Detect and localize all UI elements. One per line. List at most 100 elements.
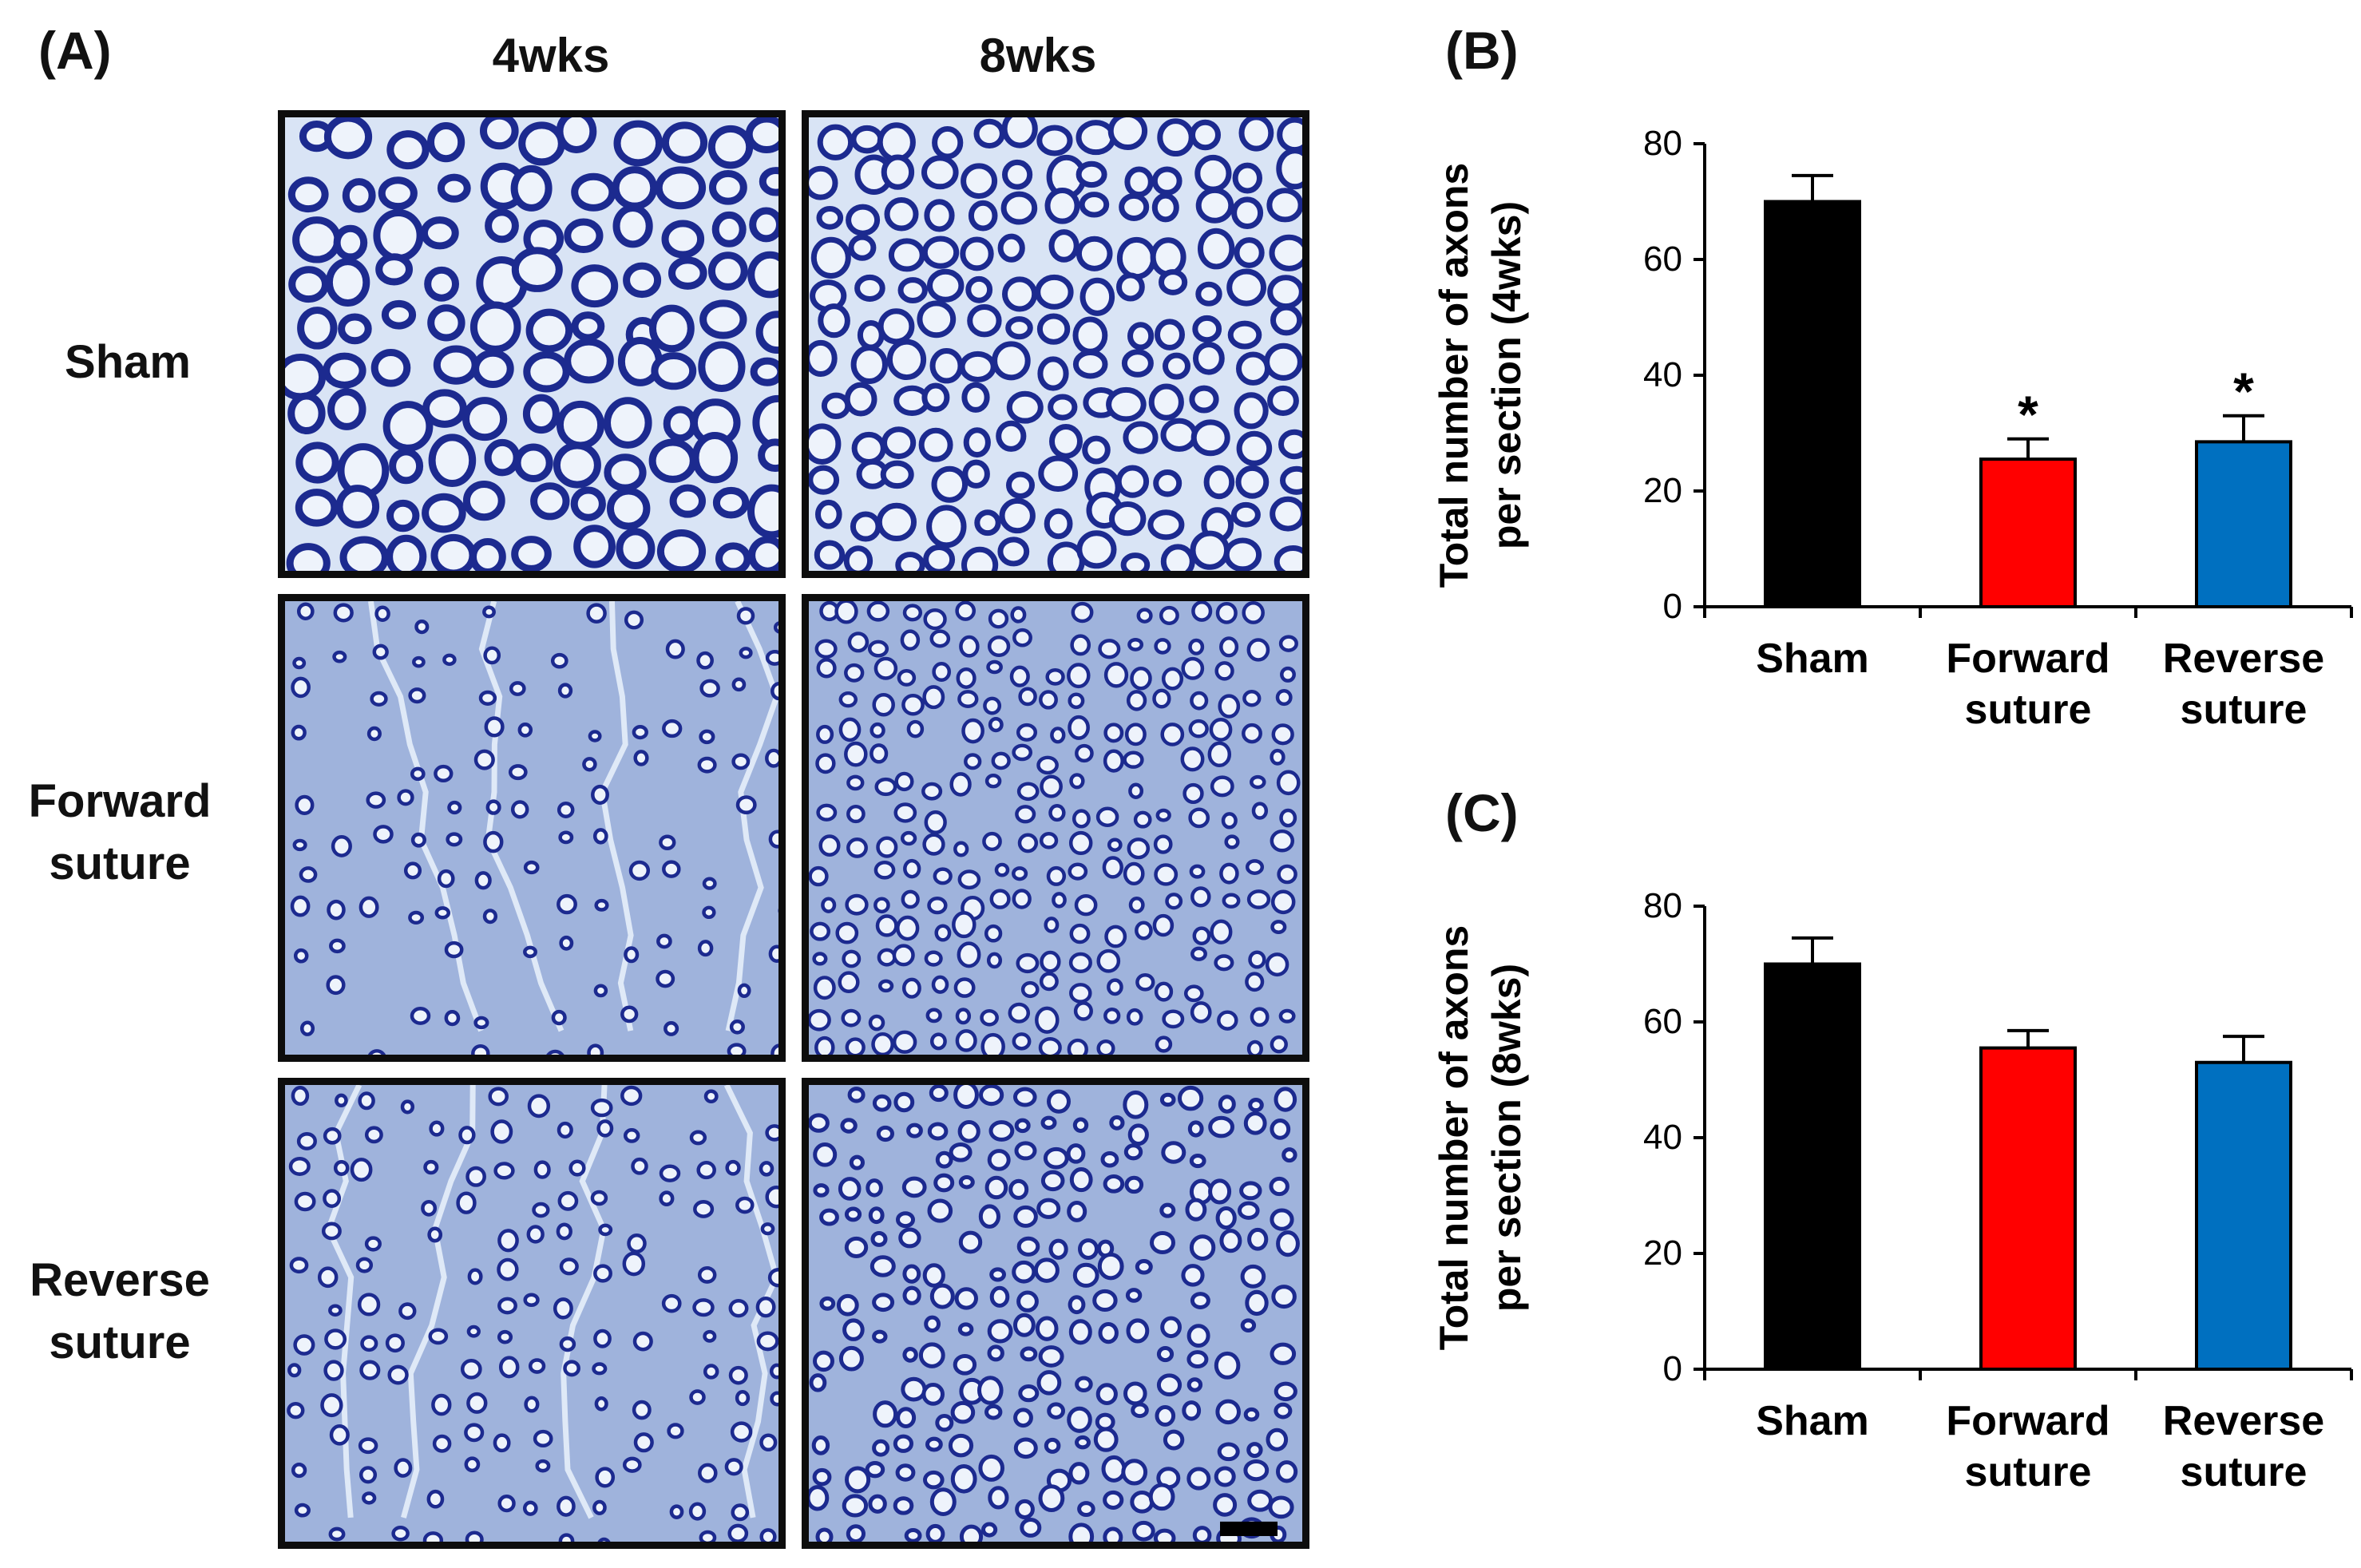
myelinated-axon xyxy=(422,493,466,533)
myelinated-axon xyxy=(977,1376,1004,1405)
myelinated-axon xyxy=(994,862,1010,877)
myelinated-axon xyxy=(900,830,917,846)
myelinated-axon xyxy=(809,1113,830,1133)
myelinated-axon xyxy=(924,950,943,967)
myelinated-axon xyxy=(632,1400,652,1420)
myelinated-axon xyxy=(848,234,877,261)
myelinated-axon xyxy=(688,1502,707,1521)
myelinated-axon xyxy=(982,831,1002,852)
myelinated-axon xyxy=(1215,1206,1237,1230)
myelinated-axon xyxy=(1109,1115,1125,1130)
myelinated-axon xyxy=(320,1393,343,1418)
myelinated-axon xyxy=(838,1345,864,1372)
myelinated-axon xyxy=(952,911,976,939)
myelinated-axon xyxy=(593,1264,612,1283)
myelinated-axon xyxy=(1050,727,1066,744)
myelinated-axon xyxy=(699,679,720,698)
myelinated-axon xyxy=(846,1524,866,1542)
myelinated-axon xyxy=(844,741,868,767)
myelinated-axon xyxy=(291,724,307,741)
myelinated-axon xyxy=(523,860,540,875)
myelinated-axon xyxy=(736,607,755,625)
myelinated-axon xyxy=(663,406,698,442)
myelinated-axon xyxy=(482,605,496,619)
myelinated-axon xyxy=(838,691,858,708)
myelinated-axon xyxy=(809,423,842,465)
myelinated-axon xyxy=(1190,530,1230,570)
myelinated-axon xyxy=(289,1257,309,1274)
myelinated-axon xyxy=(1098,1321,1119,1344)
myelinated-axon xyxy=(1013,1087,1037,1107)
myelinated-axon xyxy=(711,211,747,247)
myelinated-axon xyxy=(1044,1437,1061,1454)
myelinated-axon xyxy=(932,661,952,682)
myelinated-axon xyxy=(953,1353,977,1376)
myelinated-axon xyxy=(1248,950,1266,969)
myelinated-axon xyxy=(768,830,778,849)
myelinated-axon xyxy=(1270,304,1302,336)
myelinated-axon xyxy=(1109,501,1147,537)
myelinated-axon xyxy=(423,1159,439,1175)
x-tick-label: suture xyxy=(1965,1449,2092,1495)
myelinated-axon xyxy=(1266,188,1302,223)
myelinated-axon xyxy=(1127,1123,1149,1146)
myelinated-axon xyxy=(1123,750,1144,769)
myelinated-axon xyxy=(818,834,841,857)
myelinated-axon xyxy=(1036,1198,1061,1219)
panel-a-label: (A) xyxy=(38,21,112,80)
myelinated-axon xyxy=(1270,748,1285,766)
myelinated-axon xyxy=(1224,834,1240,849)
myelinated-axon xyxy=(1075,1435,1091,1450)
myelinated-axon xyxy=(1153,834,1173,854)
myelinated-axon xyxy=(921,1383,945,1406)
myelinated-axon xyxy=(1002,276,1038,312)
myelinated-axon xyxy=(659,1190,675,1206)
myelinated-axon xyxy=(359,1466,378,1484)
myelinated-axon xyxy=(490,1119,513,1144)
myelinated-axon xyxy=(410,766,426,782)
myelinated-axon xyxy=(326,975,346,996)
myelinated-axon xyxy=(510,800,529,819)
myelinated-axon xyxy=(668,256,707,290)
myelinated-axon xyxy=(1270,1342,1297,1365)
myelinated-axon xyxy=(1107,837,1123,852)
myelinated-axon xyxy=(1188,719,1209,738)
myelinated-axon xyxy=(1236,351,1270,386)
myelinated-axon xyxy=(532,1202,550,1218)
myelinated-axon xyxy=(524,1396,540,1413)
myelinated-axon xyxy=(1270,920,1287,934)
y-tick-label: 20 xyxy=(1643,1233,1682,1273)
myelinated-axon xyxy=(632,725,648,740)
myelinated-axon xyxy=(1250,1007,1270,1028)
myelinated-axon xyxy=(696,1160,716,1180)
myelinated-axon xyxy=(359,1360,381,1380)
myelinated-axon xyxy=(287,176,329,213)
myelinated-axon xyxy=(1067,663,1091,689)
myelinated-axon xyxy=(1161,1141,1186,1164)
myelinated-axon xyxy=(844,1236,869,1258)
myelinated-axon xyxy=(1010,606,1027,624)
myelinated-axon xyxy=(1116,236,1157,280)
myelinated-axon xyxy=(1238,1201,1260,1220)
myelinated-axon xyxy=(1151,192,1179,223)
myelinated-axon xyxy=(767,1268,778,1288)
myelinated-axon xyxy=(1271,1285,1297,1309)
myelinated-axon xyxy=(870,1255,896,1277)
myelinated-axon xyxy=(1013,1205,1038,1228)
myelinated-axon xyxy=(460,1358,482,1380)
myelinated-axon xyxy=(697,756,717,774)
myelinated-axon xyxy=(1251,802,1269,820)
myelinated-axon xyxy=(876,1125,895,1142)
myelinated-axon xyxy=(904,1528,922,1542)
myelinated-axon xyxy=(1270,1119,1291,1140)
myelinated-axon xyxy=(1214,661,1234,681)
micrograph-sham-8wks xyxy=(802,110,1309,578)
myelinated-axon xyxy=(1247,1227,1269,1251)
myelinated-axon xyxy=(398,1302,417,1321)
myelinated-axon xyxy=(1103,662,1129,688)
y-tick-label: 0 xyxy=(1663,1349,1682,1388)
myelinated-axon xyxy=(1240,1264,1266,1289)
myelinated-axon xyxy=(1162,1009,1185,1029)
myelinated-axon xyxy=(691,432,739,484)
myelinated-axon xyxy=(854,274,885,302)
